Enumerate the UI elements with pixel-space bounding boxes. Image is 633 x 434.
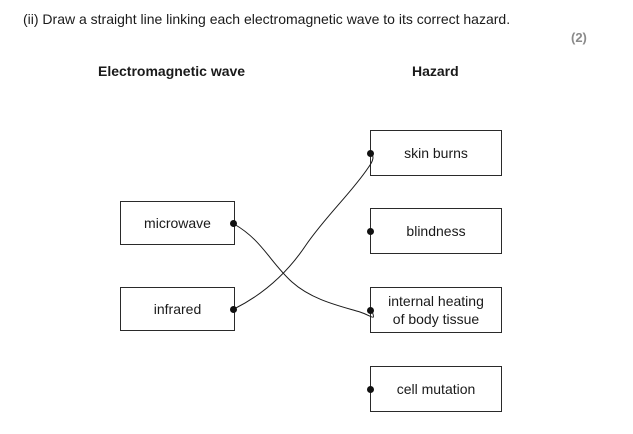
hazard-dot-cell-mutation[interactable] [367, 386, 374, 393]
wave-dot-infrared[interactable] [230, 306, 237, 313]
wave-column-heading: Electromagnetic wave [98, 63, 246, 79]
wave-label: infrared [153, 301, 202, 317]
wave-label: microwave [144, 215, 211, 231]
hazard-dot-skin-burns[interactable] [367, 150, 374, 157]
wave-box-infrared[interactable]: infrared [120, 287, 235, 331]
hazard-dot-internal-heating[interactable] [367, 307, 374, 314]
question-text: (ii) Draw a straight line linking each e… [23, 11, 511, 27]
hazard-label: internal heating of body tissue [388, 293, 484, 327]
marks-label: (2) [571, 30, 587, 45]
wave-dot-microwave[interactable] [230, 220, 237, 227]
link-line-microwave-internal-heating [233, 223, 374, 318]
hazard-column-heading: Hazard [412, 63, 459, 79]
hazard-box-blindness[interactable]: blindness [370, 208, 502, 254]
hazard-label: blindness [406, 223, 466, 239]
link-line-infrared-skin-burns [233, 152, 374, 310]
hazard-label: skin burns [404, 145, 468, 161]
hazard-dot-blindness[interactable] [367, 228, 374, 235]
hazard-label: cell mutation [396, 381, 476, 397]
hazard-box-cell-mutation[interactable]: cell mutation [370, 366, 502, 412]
hazard-box-internal-heating[interactable]: internal heating of body tissue [370, 287, 502, 333]
